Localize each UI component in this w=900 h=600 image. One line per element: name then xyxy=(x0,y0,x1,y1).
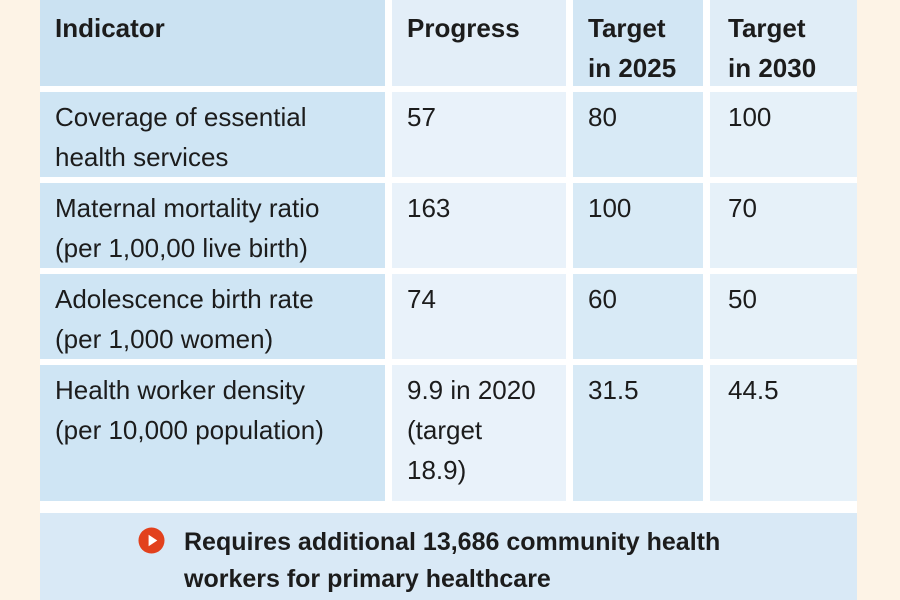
table-cell-target-2025: 31.5 xyxy=(573,365,703,501)
table-cell-indicator: Adolescence birth rate (per 1,000 women) xyxy=(40,274,385,359)
table-cell-progress: 9.9 in 2020 (target 18.9) xyxy=(392,365,566,501)
footer-note-text: Requires additional 13,686 community hea… xyxy=(184,528,721,593)
table-cell-progress: 163 xyxy=(392,183,566,268)
header-cell-target-2030: Target in 2030 xyxy=(710,0,857,86)
table-cell-indicator: Health worker density (per 10,000 popula… xyxy=(40,365,385,501)
header-cell-target-2025: Target in 2025 xyxy=(573,0,703,86)
table-cell-target-2025: 80 xyxy=(573,92,703,177)
header-cell-progress: Progress xyxy=(392,0,566,86)
infographic-card: Indicator Progress Target in 2025 Target… xyxy=(40,0,857,600)
table-cell-target-2030: 50 xyxy=(710,274,857,359)
indicators-table: Indicator Progress Target in 2025 Target… xyxy=(40,0,857,501)
header-cell-indicator: Indicator xyxy=(40,0,385,86)
table-cell-target-2025: 100 xyxy=(573,183,703,268)
table-cell-target-2025: 60 xyxy=(573,274,703,359)
table-cell-target-2030: 44.5 xyxy=(710,365,857,501)
arrow-right-icon xyxy=(138,527,165,554)
table-cell-progress: 74 xyxy=(392,274,566,359)
footer-note: Requires additional 13,686 community hea… xyxy=(40,513,857,600)
table-cell-indicator: Maternal mortality ratio (per 1,00,00 li… xyxy=(40,183,385,268)
table-cell-target-2030: 70 xyxy=(710,183,857,268)
table-cell-indicator: Coverage of essential health services xyxy=(40,92,385,177)
table-cell-target-2030: 100 xyxy=(710,92,857,177)
table-cell-progress: 57 xyxy=(392,92,566,177)
